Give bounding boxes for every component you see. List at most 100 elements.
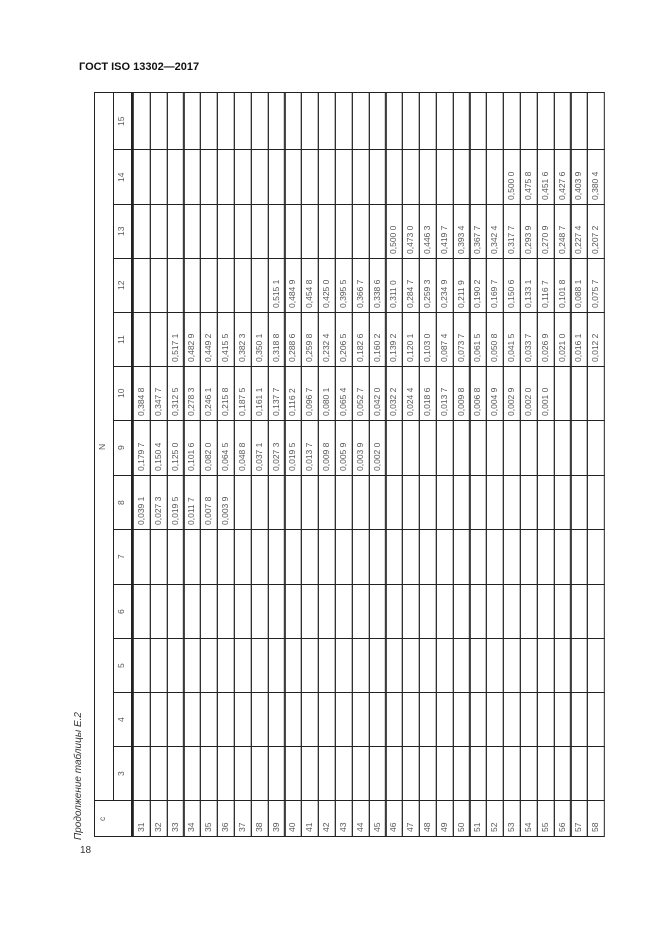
table-cell [418, 584, 437, 639]
table-cell [301, 149, 320, 205]
table-cell [553, 420, 572, 476]
table-cell [183, 529, 202, 585]
table-cell [452, 746, 471, 801]
table-cell: 0,080 1 [318, 366, 336, 421]
row-label-c: 44 [351, 800, 370, 837]
table-cell [183, 638, 202, 693]
table-cell [217, 149, 235, 205]
table-cell: 0,473 0 [402, 204, 420, 259]
table-cell [149, 584, 168, 639]
table-cell [133, 258, 151, 313]
table-cell [452, 92, 471, 150]
row-label-c: 40 [284, 800, 303, 837]
table-cell [452, 584, 471, 639]
table-cell [385, 92, 404, 150]
table-cell [486, 638, 505, 693]
table-cell [250, 584, 269, 639]
table-cell [233, 638, 252, 693]
table-cell: 0,013 7 [435, 366, 454, 421]
table-cell: 0,207 2 [587, 204, 605, 259]
table-cell [519, 420, 538, 476]
table-cell [570, 638, 589, 693]
table-cell [503, 529, 521, 585]
table-cell [318, 149, 336, 205]
table-cell [553, 746, 572, 801]
table-cell: 0,082 0 [200, 420, 219, 476]
table-cell: 0,288 6 [284, 312, 303, 367]
table-cell [133, 584, 151, 639]
table-cell [486, 149, 505, 205]
table-cell: 0,002 0 [368, 420, 387, 476]
page-number: 18 [80, 845, 92, 856]
row-label-c: 41 [301, 800, 320, 837]
table-cell [587, 92, 605, 150]
table-cell [351, 638, 370, 693]
table-cell [519, 529, 538, 585]
table-cell [301, 475, 320, 530]
table-cell [553, 638, 572, 693]
table-cell [267, 692, 286, 747]
table-cell [368, 204, 387, 259]
table-cell [200, 204, 219, 259]
table-cell [267, 584, 286, 639]
table-cell [166, 638, 185, 693]
table-cell: 0,019 5 [166, 475, 185, 530]
table-cell [233, 529, 252, 585]
table-cell: 0,150 6 [503, 258, 521, 313]
header-separator [131, 92, 133, 837]
table-cell: 0,169 7 [486, 258, 505, 313]
table-cell [318, 204, 336, 259]
table-cell [536, 746, 555, 801]
table-cell [570, 420, 589, 476]
table-cell: 0,367 7 [469, 204, 488, 259]
table-cell [553, 692, 572, 747]
table-cell [217, 204, 235, 259]
table-cell [233, 204, 252, 259]
table-cell: 0,013 7 [301, 420, 320, 476]
table-cell [217, 258, 235, 313]
table-cell [553, 584, 572, 639]
table-cell [200, 584, 219, 639]
table-cell [284, 692, 303, 747]
table-cell [351, 475, 370, 530]
table-cell [133, 149, 151, 205]
table-cell [318, 638, 336, 693]
table-cell [351, 149, 370, 205]
table-cell [149, 638, 168, 693]
table-cell [166, 692, 185, 747]
table-cell [284, 746, 303, 801]
table-cell [233, 258, 252, 313]
table-cell [536, 584, 555, 639]
table-cell [301, 746, 320, 801]
table-cell [570, 584, 589, 639]
table-cell: 0,027 3 [267, 420, 286, 476]
table-cell: 0,088 1 [570, 258, 589, 313]
table-cell [183, 204, 202, 259]
table-cell: 0,101 6 [183, 420, 202, 476]
table-cell: 0,259 8 [301, 312, 320, 367]
table-cell: 0,449 2 [200, 312, 219, 367]
table-cell [183, 584, 202, 639]
row-label-c: 56 [553, 800, 572, 837]
table-cell: 0,338 6 [368, 258, 387, 313]
table-cell: 0,246 1 [200, 366, 219, 421]
table-cell: 0,006 8 [469, 366, 488, 421]
table-cell [536, 692, 555, 747]
table-cell [149, 92, 168, 150]
table-cell: 0,190 2 [469, 258, 488, 313]
table-cell [183, 149, 202, 205]
table-cell: 0,009 8 [452, 366, 471, 421]
table-cell [402, 92, 420, 150]
table-cell [149, 204, 168, 259]
table-cell: 0,312 5 [166, 366, 185, 421]
table-cell: 0,005 9 [334, 420, 353, 476]
table-cell [385, 149, 404, 205]
table-cell [318, 92, 336, 150]
table-cell [486, 475, 505, 530]
table-cell [233, 692, 252, 747]
table-cell [183, 92, 202, 150]
row-label-c: 50 [452, 800, 471, 837]
table-cell [166, 149, 185, 205]
table-cell [570, 529, 589, 585]
table-cell [183, 258, 202, 313]
